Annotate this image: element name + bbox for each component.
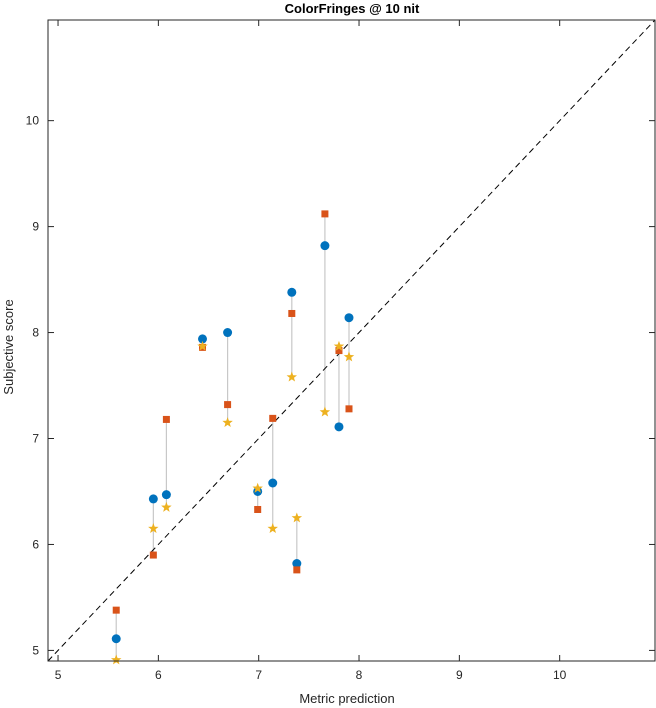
circle-marker [268,478,278,488]
connector-lines [115,213,350,660]
y-tick-label: 10 [26,114,40,128]
circle-marker [320,241,330,251]
circle-marker [334,422,344,432]
circle-marker [111,634,121,644]
star-marker [252,482,263,493]
y-tick-label: 7 [32,432,39,446]
x-tick-label: 8 [356,668,363,682]
circle-marker [223,328,233,338]
square-marker [293,566,301,574]
circle-marker [161,490,171,500]
chart-title: ColorFringes @ 10 nit [285,1,420,16]
star-marker [333,340,345,351]
star-marker [291,512,303,523]
square-marker [335,347,343,355]
y-tick-label: 5 [32,643,39,657]
x-tick-label: 6 [155,668,162,682]
data-markers [110,210,355,665]
x-tick-label: 5 [55,668,62,682]
star-marker [286,371,298,382]
plot-area-frame [47,19,656,662]
y-tick-label: 6 [32,537,39,551]
y-tick-label: 9 [32,220,39,234]
square-marker [321,210,329,218]
x-tick-label: 9 [456,668,463,682]
square-marker [112,606,120,614]
square-marker [288,309,296,317]
circle-marker [148,494,158,504]
square-marker [269,414,277,422]
square-marker [345,405,353,413]
square-marker [162,415,170,423]
y-axis-label: Subjective score [1,299,16,394]
star-marker [197,340,208,351]
square-marker [254,505,262,513]
identity-reference-line [47,19,656,662]
circle-marker [344,313,354,323]
star-marker [319,406,331,417]
x-tick-label: 10 [553,668,567,682]
star-marker [267,523,278,534]
x-axis-label: Metric prediction [299,691,394,706]
circle-marker [198,334,208,344]
star-marker [148,523,159,534]
circle-marker [287,287,297,297]
square-marker [149,551,157,559]
y-tick-label: 8 [32,326,39,340]
axis-ticks: 5 6 7 8 9 10 5 6 7 8 9 10 [26,20,655,682]
circle-marker [292,559,302,569]
star-marker [110,654,122,665]
star-marker [161,501,172,512]
square-marker [224,401,232,409]
x-tick-label: 7 [255,668,262,682]
star-marker [222,417,233,428]
star-marker [343,351,355,362]
